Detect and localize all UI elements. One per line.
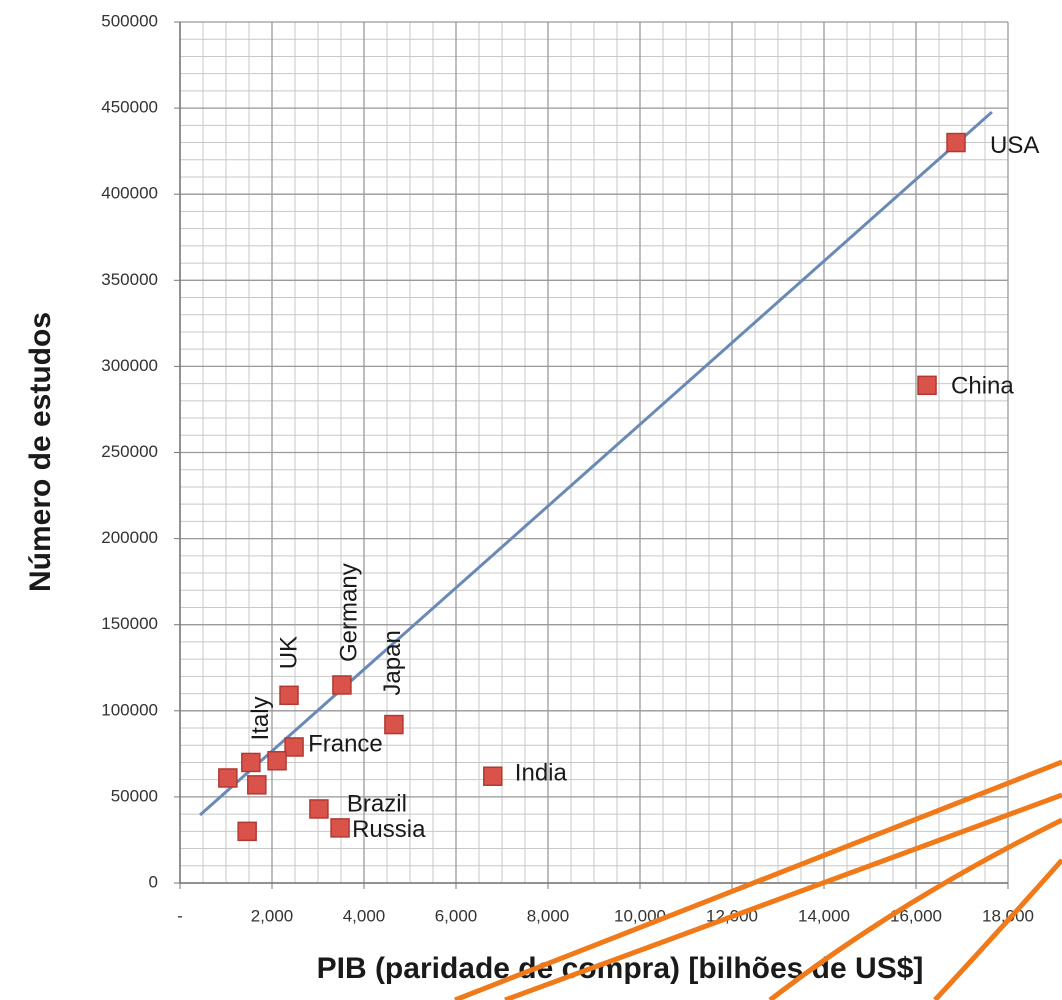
point [267, 750, 287, 771]
point-label: Japan [379, 630, 406, 695]
x-tick-label: 6,000 [435, 906, 478, 925]
y-tick-label: 0 [149, 872, 158, 891]
point [241, 752, 261, 773]
overlay-strokes [454, 759, 1062, 1000]
x-tick-label: 8,000 [527, 906, 570, 925]
point [247, 775, 267, 795]
overlay-stroke [768, 817, 1062, 1000]
y-tick-label: 50000 [111, 786, 158, 805]
point-label: France [308, 730, 383, 757]
point [384, 714, 404, 735]
point-label: Brazil [347, 790, 407, 817]
trendline [199, 110, 993, 817]
y-axis-title: Número de estudos [24, 312, 57, 592]
point [917, 375, 937, 396]
point-label: USA [990, 132, 1039, 159]
point-label: Germany [335, 563, 362, 662]
y-tick-label: 400000 [101, 184, 158, 203]
point-label: Italy [247, 696, 274, 740]
y-tick-label: 150000 [101, 614, 158, 633]
y-tick-label: 250000 [101, 442, 158, 461]
x-tick-label: 4,000 [343, 906, 386, 925]
y-tick-label: 200000 [101, 528, 158, 547]
y-tick-label: 350000 [101, 270, 158, 289]
overlay-stroke [504, 792, 1062, 1000]
overlay-stroke [933, 858, 1062, 1000]
overlay-stroke [454, 759, 1062, 1000]
y-tick-label: 100000 [101, 700, 158, 719]
point [330, 818, 350, 838]
x-tick-label: 18,000 [982, 906, 1034, 925]
point [946, 132, 966, 153]
x-tick-label: 2,000 [251, 906, 294, 925]
point-label: Russia [352, 816, 426, 843]
point-label: UK [275, 636, 302, 669]
point [284, 737, 304, 757]
x-tick-label: 14,000 [798, 906, 850, 925]
point [332, 675, 352, 695]
y-tick-label: 450000 [101, 98, 158, 117]
y-tick-label: 500000 [101, 11, 158, 30]
x-tick-label: - [177, 906, 183, 925]
x-tick-label: 16,000 [890, 906, 942, 925]
point [237, 821, 257, 842]
point [483, 766, 503, 786]
point [309, 799, 329, 819]
point [218, 768, 238, 788]
plot-area: 0 50000 100000 150000 200000 250000 300000 3500… [101, 11, 1039, 925]
point-label: China [951, 373, 1014, 400]
y-tick-label: 300000 [101, 356, 158, 375]
point [279, 685, 299, 706]
point-label: India [515, 760, 568, 787]
